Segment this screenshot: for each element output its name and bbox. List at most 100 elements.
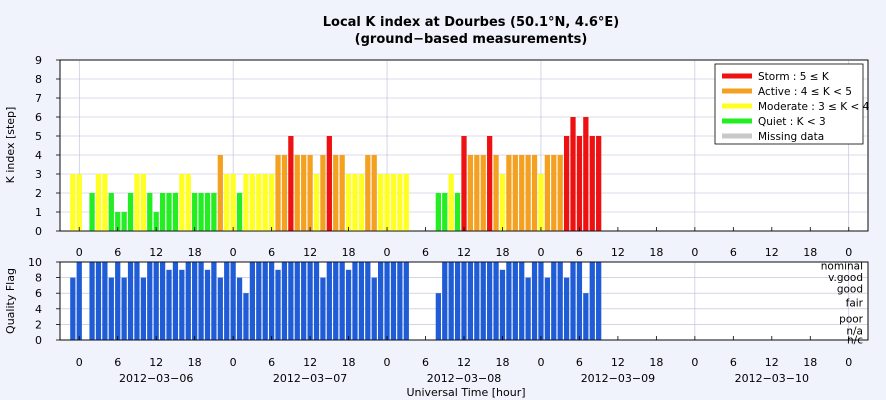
quality-flag-bar bbox=[153, 262, 159, 340]
k-index-bar bbox=[166, 193, 172, 231]
quality-flag-level-label: poor bbox=[839, 314, 864, 326]
quality-flag-bar bbox=[288, 262, 294, 340]
quality-flag-bar bbox=[371, 277, 377, 340]
quality-flag-y-tick-label: 4 bbox=[35, 303, 42, 316]
k-index-y-ticks: 0 1 2 3 4 5 6 7 8 9 bbox=[35, 54, 60, 238]
k-index-bar bbox=[243, 174, 249, 231]
k-index-bar bbox=[140, 174, 146, 231]
k-index-bar bbox=[198, 193, 204, 231]
quality-flag-y-ticks: 0 2 4 6 8 10 bbox=[28, 256, 60, 347]
quality-flag-bar bbox=[454, 262, 461, 340]
k-index-bar bbox=[378, 174, 384, 231]
k-index-bar bbox=[493, 155, 499, 231]
quality-flag-level-label: nominal bbox=[821, 261, 863, 273]
k-index-bar bbox=[576, 136, 583, 231]
k-index-bar bbox=[474, 155, 480, 231]
k-index-bar bbox=[153, 212, 159, 231]
quality-flag-bar bbox=[76, 262, 82, 340]
k-index-bar bbox=[499, 174, 506, 231]
quality-flag-bar bbox=[224, 262, 230, 340]
legend-label: Missing data bbox=[758, 131, 824, 143]
quality-flag-bar bbox=[172, 262, 179, 340]
k-index-bar bbox=[127, 193, 134, 231]
quality-flag-bar bbox=[467, 262, 474, 340]
k-index-bar bbox=[352, 174, 358, 231]
quality-flag-bar bbox=[159, 262, 166, 340]
legend-label: Storm : 5 ≤ K bbox=[758, 71, 830, 83]
quality-flag-level-label: n/c bbox=[847, 335, 863, 347]
quality-flag-bar bbox=[499, 269, 506, 340]
k-index-y-tick-label: 2 bbox=[35, 187, 42, 200]
k-index-x-tick-label: 6 bbox=[114, 246, 121, 259]
quality-flag-bar bbox=[217, 277, 223, 340]
k-index-x-tick-label: 6 bbox=[422, 246, 429, 259]
quality-flag-bar bbox=[236, 277, 243, 340]
k-index-y-tick-label: 6 bbox=[35, 111, 42, 124]
k-index-bar bbox=[172, 193, 179, 231]
k-index-bar bbox=[512, 155, 518, 231]
k-index-bar bbox=[230, 174, 236, 231]
quality-flag-bar bbox=[358, 262, 365, 340]
quality-flag-bar bbox=[268, 262, 275, 340]
quality-flag-bar bbox=[140, 277, 146, 340]
quality-flag-bar bbox=[249, 262, 256, 340]
quality-flag-bar bbox=[512, 262, 518, 340]
k-index-bar bbox=[563, 136, 570, 231]
quality-flag-bar bbox=[442, 262, 448, 340]
k-index-bar bbox=[435, 193, 441, 231]
quality-flag-level-label: v.good bbox=[828, 272, 863, 284]
quality-flag-x-tick-label: 0 bbox=[230, 356, 237, 369]
k-index-y-tick-label: 4 bbox=[35, 149, 42, 162]
quality-flag-bar bbox=[281, 262, 288, 340]
k-index-bar bbox=[397, 174, 403, 231]
k-index-bar bbox=[224, 174, 230, 231]
k-index-x-tick-label: 18 bbox=[803, 246, 817, 259]
k-index-bar bbox=[159, 193, 166, 231]
date-labels: 2012−03−06 2012−03−07 2012−03−08 2012−03−09… bbox=[119, 372, 809, 385]
legend-label: Active : 4 ≤ K < 5 bbox=[758, 86, 852, 98]
k-index-y-tick-label: 0 bbox=[35, 225, 42, 238]
quality-flag-x-tick-label: 18 bbox=[649, 356, 663, 369]
k-index-y-tick-label: 5 bbox=[35, 130, 42, 143]
k-index-bar bbox=[211, 193, 217, 231]
date-label: 2012−03−08 bbox=[427, 372, 501, 385]
k-index-bar bbox=[487, 136, 493, 231]
quality-flag-bar bbox=[262, 262, 268, 340]
k-index-bar bbox=[403, 174, 409, 231]
quality-flag-bar bbox=[448, 262, 454, 340]
quality-flag-y-tick-label: 0 bbox=[35, 334, 42, 347]
quality-flag-bar bbox=[519, 262, 525, 340]
quality-flag-y-tick-label: 10 bbox=[28, 256, 42, 269]
k-index-y-tick-label: 3 bbox=[35, 168, 42, 181]
quality-flag-bar bbox=[179, 269, 185, 340]
k-index-bar bbox=[371, 155, 377, 231]
k-index-x-tick-label: 12 bbox=[457, 246, 471, 259]
quality-flag-bar bbox=[474, 262, 480, 340]
quality-flag-bar bbox=[211, 262, 217, 340]
k-index-y-tick-label: 1 bbox=[35, 206, 42, 219]
quality-flag-bar bbox=[390, 262, 397, 340]
quality-flag-bar bbox=[339, 262, 345, 340]
quality-flag-bar bbox=[493, 262, 499, 340]
quality-flag-bar bbox=[102, 262, 108, 340]
k-index-bar bbox=[589, 136, 595, 231]
k-index-bar bbox=[70, 174, 76, 231]
date-label: 2012−03−09 bbox=[581, 372, 655, 385]
k-index-bar bbox=[390, 174, 397, 231]
k-index-bar bbox=[551, 155, 557, 231]
quality-flag-level-label: n/a bbox=[846, 326, 863, 338]
k-index-bar bbox=[204, 193, 211, 231]
quality-flag-x-tick-label: 12 bbox=[765, 356, 779, 369]
k-index-bar bbox=[281, 155, 288, 231]
k-index-bar bbox=[89, 193, 95, 231]
k-index-y-tick-label: 7 bbox=[35, 92, 42, 105]
quality-flag-bar bbox=[243, 293, 249, 340]
k-index-bar bbox=[76, 174, 82, 231]
quality-flag-bar bbox=[198, 262, 204, 340]
k-index-x-tick-label: 6 bbox=[730, 246, 737, 259]
quality-flag-bar bbox=[95, 262, 102, 340]
legend: Storm : 5 ≤ K Active : 4 ≤ K < 5 Moderate … bbox=[714, 63, 870, 145]
quality-flag-x-tick-label: 12 bbox=[149, 356, 163, 369]
k-index-bar bbox=[134, 174, 140, 231]
